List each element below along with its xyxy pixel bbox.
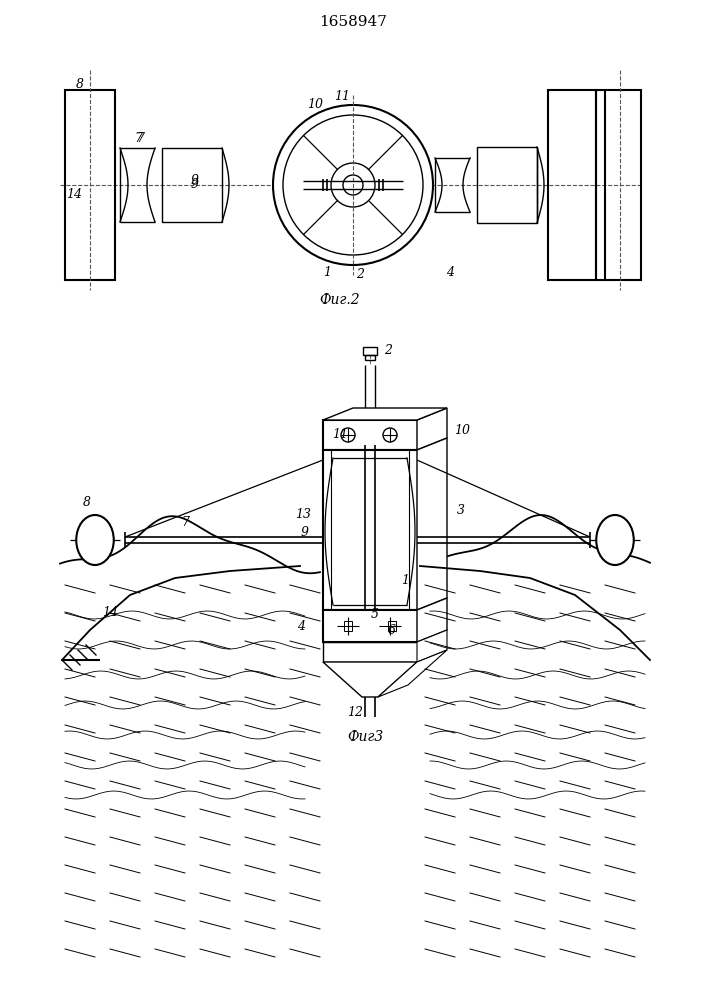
Text: 1658947: 1658947 — [319, 15, 387, 29]
Text: 7: 7 — [181, 516, 189, 528]
Polygon shape — [323, 662, 417, 697]
Bar — [596, 90, 641, 280]
Text: 8: 8 — [83, 496, 91, 510]
Bar — [365, 355, 375, 360]
Text: 8: 8 — [76, 78, 84, 91]
Text: 7: 7 — [134, 131, 142, 144]
Circle shape — [383, 428, 397, 442]
Ellipse shape — [337, 617, 359, 635]
Text: 2: 2 — [356, 268, 364, 282]
Polygon shape — [378, 650, 447, 697]
Text: 7: 7 — [136, 131, 144, 144]
Circle shape — [372, 664, 384, 676]
Text: 11: 11 — [332, 428, 348, 442]
Text: 13: 13 — [295, 508, 311, 522]
Bar — [477, 147, 537, 223]
Text: 9: 9 — [191, 174, 199, 186]
Circle shape — [356, 664, 368, 676]
Text: 4: 4 — [297, 619, 305, 633]
Text: 5: 5 — [371, 608, 379, 621]
Bar — [344, 621, 352, 631]
Text: 1: 1 — [323, 266, 331, 279]
Text: 6: 6 — [388, 624, 396, 637]
Bar — [548, 90, 596, 280]
Text: 9: 9 — [301, 526, 309, 538]
Text: 2: 2 — [384, 344, 392, 357]
Text: 9: 9 — [191, 178, 199, 192]
Text: Фиг.2: Фиг.2 — [320, 293, 361, 307]
Text: 4: 4 — [446, 266, 454, 279]
Text: 1: 1 — [401, 574, 409, 586]
Text: 3: 3 — [457, 504, 465, 516]
Polygon shape — [417, 598, 447, 642]
Ellipse shape — [379, 617, 401, 635]
Polygon shape — [417, 408, 447, 450]
Polygon shape — [417, 630, 447, 662]
Bar — [162, 148, 222, 222]
Bar — [323, 420, 418, 450]
Text: 14: 14 — [102, 605, 118, 618]
Text: 10: 10 — [307, 99, 323, 111]
Text: Фиг3: Фиг3 — [347, 730, 383, 744]
Bar — [323, 642, 418, 662]
Text: 12: 12 — [347, 706, 363, 718]
Text: 14: 14 — [66, 188, 82, 202]
Text: 10: 10 — [454, 424, 470, 436]
Circle shape — [273, 105, 433, 265]
Text: 11: 11 — [334, 90, 350, 103]
Circle shape — [341, 428, 355, 442]
Bar — [388, 621, 396, 631]
Polygon shape — [417, 438, 447, 610]
Polygon shape — [323, 408, 447, 420]
Ellipse shape — [596, 515, 633, 565]
Bar — [323, 450, 418, 610]
Bar — [65, 90, 115, 280]
Bar — [363, 347, 377, 355]
Ellipse shape — [76, 515, 114, 565]
Bar — [323, 610, 418, 642]
